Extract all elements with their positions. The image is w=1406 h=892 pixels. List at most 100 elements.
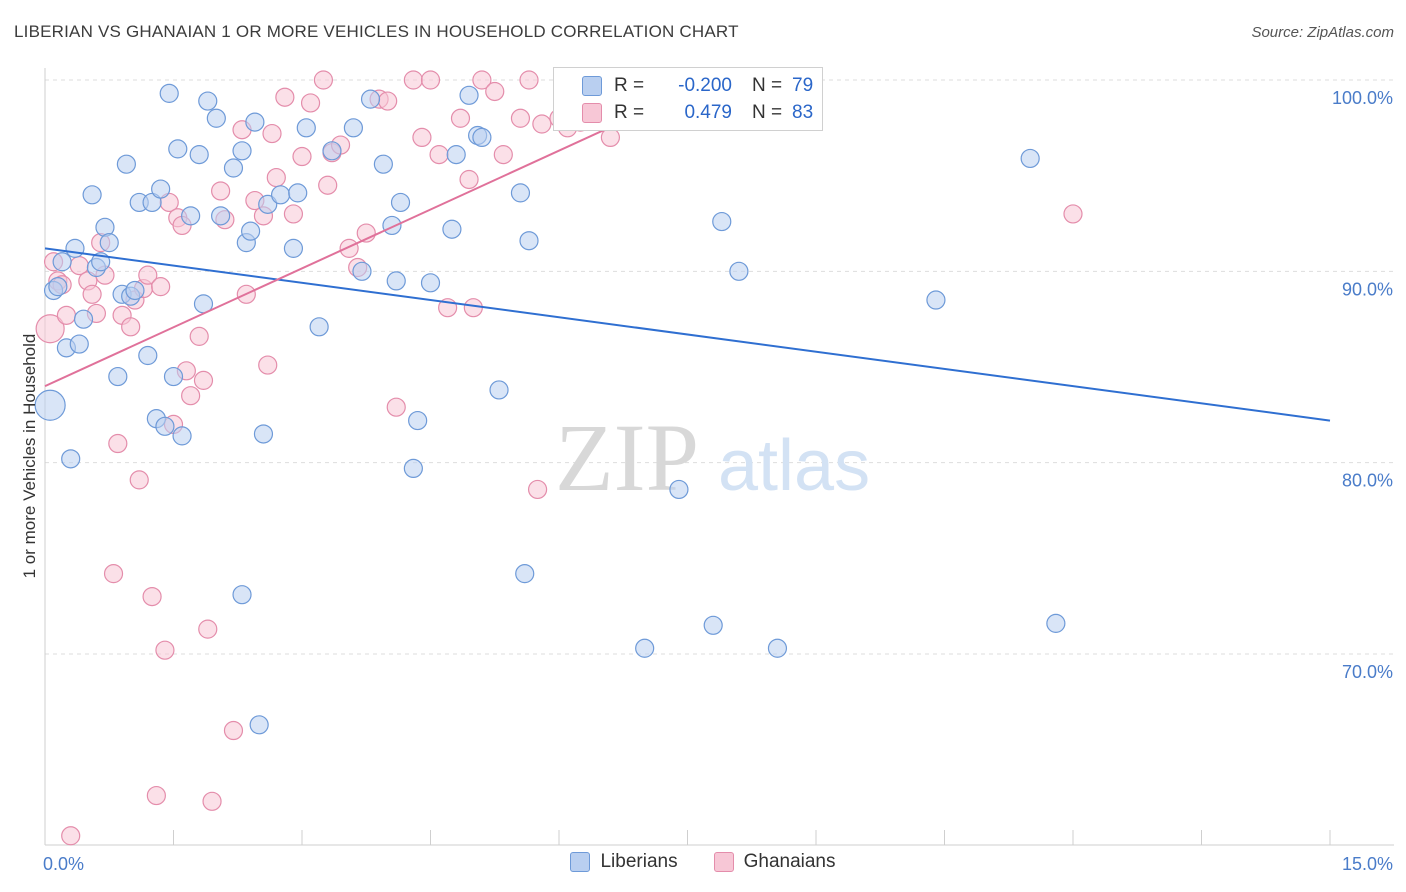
y-tick-labels: 100.0% 90.0% 80.0% 70.0% xyxy=(1332,88,1393,682)
grid xyxy=(45,79,1394,655)
ghanaian-point xyxy=(318,175,338,195)
liberian-point xyxy=(510,183,531,203)
axes xyxy=(44,68,1394,846)
ghanaian-point xyxy=(339,238,359,258)
liberian-point xyxy=(249,715,269,735)
legend-r-label: R = xyxy=(614,102,645,123)
legend-r-value: 0.479 xyxy=(684,102,732,123)
liberian-point xyxy=(729,261,749,281)
ghanaian-point xyxy=(386,397,406,417)
ghanaian-point xyxy=(463,298,483,318)
ghanaian-point xyxy=(129,470,149,490)
ghanaian-point xyxy=(56,305,77,325)
ghanaian-point xyxy=(258,355,278,375)
liberian-point xyxy=(34,389,66,421)
ghanaian-point xyxy=(198,619,218,639)
bottom-legend-label-ghanaians: Ghanaians xyxy=(743,851,836,872)
ghanaian-point xyxy=(202,791,222,811)
ghanaian-point xyxy=(61,826,81,846)
ghanaian-point xyxy=(142,586,162,607)
legend-n-label: N = xyxy=(752,75,783,96)
liberian-point xyxy=(172,426,192,446)
ghanaian-point xyxy=(283,204,304,224)
liberian-point xyxy=(403,458,423,479)
y-tick-label: 70.0% xyxy=(1342,662,1393,682)
liberian-point xyxy=(159,83,179,103)
liberian-point xyxy=(459,85,479,105)
ghanaian-point xyxy=(189,326,209,346)
liberian-point xyxy=(258,194,278,214)
y-tick-label: 90.0% xyxy=(1342,279,1393,299)
liberian-point xyxy=(223,158,244,178)
liberian-point xyxy=(48,277,68,297)
ghanaian-point xyxy=(108,433,128,454)
liberian-point xyxy=(241,221,261,241)
liberian-point xyxy=(472,127,492,147)
liberian-point xyxy=(515,564,535,584)
liberian-point xyxy=(69,334,89,354)
liberian-point xyxy=(163,366,184,387)
liberian-point xyxy=(270,185,291,205)
ghanaian-point xyxy=(193,370,214,390)
ghanaian-point xyxy=(493,145,513,165)
ghanaian-point xyxy=(275,87,295,107)
liberian-point xyxy=(489,380,509,400)
ghanaian-point xyxy=(412,127,432,147)
liberian-point xyxy=(181,206,201,226)
liberian-point xyxy=(82,185,102,205)
ghanaian-point xyxy=(532,114,552,134)
bottom-legend-label-liberians: Liberians xyxy=(600,851,678,872)
x-tick-label: 0.0% xyxy=(43,854,84,874)
ghanaian-point xyxy=(138,265,158,285)
liberian-point xyxy=(519,231,539,251)
ghanaian-point xyxy=(378,91,398,111)
liberian-point xyxy=(343,118,363,138)
liberian-point xyxy=(309,317,329,337)
y-tick-label: 100.0% xyxy=(1332,88,1393,108)
ghanaian-point xyxy=(181,386,201,406)
liberian-point xyxy=(52,252,72,272)
liberian-point xyxy=(712,211,732,232)
liberian-point xyxy=(288,183,308,203)
liberian-point xyxy=(635,638,655,658)
liberian-point xyxy=(352,261,372,281)
liberians-points xyxy=(34,70,1066,735)
ghanaian-point xyxy=(262,123,282,144)
liberian-point xyxy=(669,479,689,500)
legend: R = -0.200 N = 79 R = 0.479 N = 83 xyxy=(553,67,823,131)
liberian-point xyxy=(232,141,252,161)
liberian-point xyxy=(767,638,788,658)
ghanaian-point xyxy=(313,70,334,90)
liberians-trend-line xyxy=(44,247,1331,422)
ghanaian-point xyxy=(223,720,244,741)
ghanaian-point xyxy=(266,167,286,188)
liberian-point xyxy=(151,179,171,199)
liberian-point xyxy=(1046,613,1066,633)
liberian-point xyxy=(360,89,381,109)
ghanaian-point xyxy=(600,127,621,147)
watermark-atlas: atlas xyxy=(718,426,870,506)
legend-row-ghanaians: R = 0.479 N = 83 xyxy=(554,100,813,126)
y-axis-label: 1 or more Vehicles in Household xyxy=(20,334,39,579)
ghanaian-point xyxy=(403,70,423,90)
ghanaian-point xyxy=(420,70,441,90)
chart-source: Source: ZipAtlas.com xyxy=(1251,24,1394,41)
ghanaian-point xyxy=(450,108,471,128)
chart-title: LIBERIAN VS GHANAIAN 1 OR MORE VEHICLES … xyxy=(14,22,739,41)
liberian-point xyxy=(390,192,411,213)
ghanaian-point xyxy=(82,284,102,304)
ghanaian-point xyxy=(429,145,449,165)
liberian-point xyxy=(446,145,466,165)
liberian-point xyxy=(116,154,136,174)
legend-row-liberians: R = -0.200 N = 79 xyxy=(554,73,813,99)
ghanaian-point xyxy=(292,146,312,167)
liberian-point xyxy=(253,424,274,444)
legend-r-label: R = xyxy=(614,75,645,96)
bottom-legend-swatch-blue xyxy=(570,852,591,872)
ghanaian-point xyxy=(121,317,141,337)
liberian-point xyxy=(283,238,304,258)
liberian-point xyxy=(420,273,441,293)
legend-swatch-blue xyxy=(582,76,602,96)
liberian-point xyxy=(61,449,81,469)
